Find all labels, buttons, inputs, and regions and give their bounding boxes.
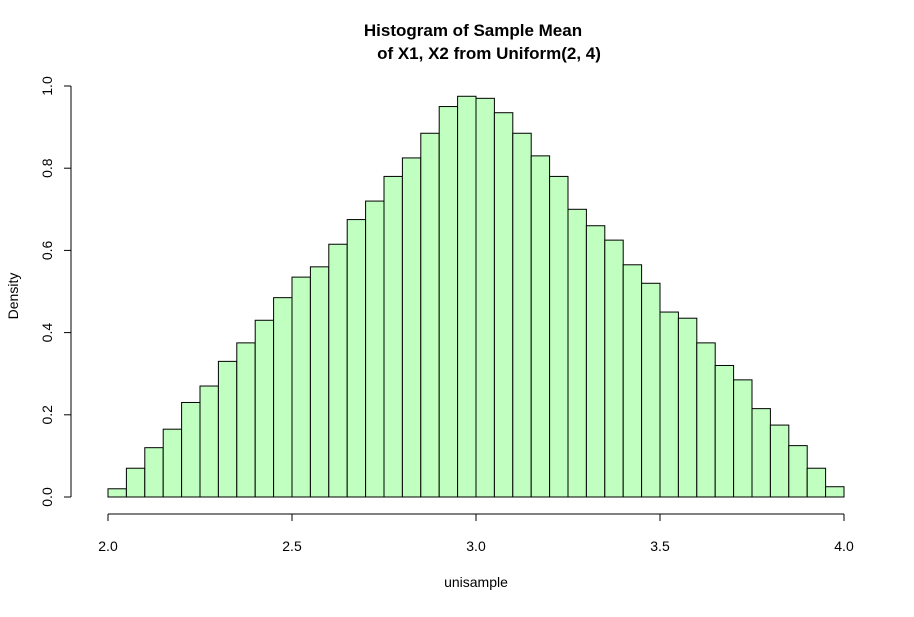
histogram-bar	[641, 282, 661, 498]
y-tick-label: 0.4	[39, 323, 55, 343]
histogram-bar	[677, 317, 698, 498]
histogram-bar	[125, 467, 146, 498]
histogram-bar	[475, 97, 495, 498]
histogram-bar	[769, 424, 790, 498]
histogram-bar	[107, 488, 127, 498]
histogram-bar	[199, 385, 219, 498]
x-tick-label: 2.5	[282, 538, 302, 554]
histogram-bar	[346, 219, 367, 498]
bar-group	[107, 95, 845, 498]
histogram-bar	[806, 467, 827, 498]
histogram-bar	[438, 106, 459, 498]
histogram-bar	[291, 276, 311, 498]
y-axis-label: Density	[5, 273, 21, 320]
histogram-bar	[162, 428, 183, 498]
histogram-bar	[309, 266, 330, 498]
histogram-bar	[365, 200, 385, 498]
histogram-bar	[236, 342, 256, 498]
chart-title-line2: of X1, X2 from Uniform(2, 4)	[377, 44, 601, 63]
x-tick-label: 3.5	[650, 538, 670, 554]
histogram-bar	[493, 112, 514, 498]
histogram-bar	[567, 208, 587, 498]
y-tick-label: 0.6	[39, 240, 55, 260]
histogram-bar	[696, 342, 716, 498]
histogram-bar	[383, 175, 403, 498]
x-axis-label: unisample	[444, 574, 508, 590]
histogram-bar	[659, 311, 679, 498]
histogram-bar	[714, 364, 735, 498]
x-axis: 2.0 2.5 3.0 3.5 4.0	[98, 513, 854, 554]
y-tick-label: 1.0	[39, 76, 55, 96]
histogram-bar	[585, 225, 606, 498]
histogram-bar	[401, 157, 422, 498]
histogram-bar	[254, 319, 275, 498]
histogram-bar	[622, 264, 643, 498]
histogram-bar	[420, 132, 440, 498]
histogram-bar	[825, 486, 845, 498]
chart-title-line1: Histogram of Sample Mean	[364, 21, 582, 40]
histogram-bar	[512, 132, 532, 498]
histogram-bar	[788, 445, 808, 498]
histogram-bar	[549, 175, 569, 498]
y-tick-label: 0.8	[39, 158, 55, 178]
x-tick-label: 4.0	[834, 538, 854, 554]
histogram-bar	[144, 447, 164, 498]
y-axis: 0.0 0.2 0.4 0.6 0.8 1.0	[39, 76, 72, 507]
histogram-bar	[273, 297, 293, 498]
y-tick-label: 0.0	[39, 487, 55, 507]
histogram-bar	[457, 95, 477, 498]
histogram-bar	[751, 408, 771, 498]
x-tick-label: 2.0	[98, 538, 118, 554]
histogram-bar	[733, 379, 753, 498]
histogram-bar	[604, 239, 624, 498]
histogram-bar	[328, 243, 348, 498]
y-tick-label: 0.2	[39, 405, 55, 425]
x-tick-label: 3.0	[466, 538, 486, 554]
histogram-bar	[181, 401, 201, 498]
histogram-bar	[530, 155, 551, 498]
histogram-bar	[217, 360, 238, 498]
